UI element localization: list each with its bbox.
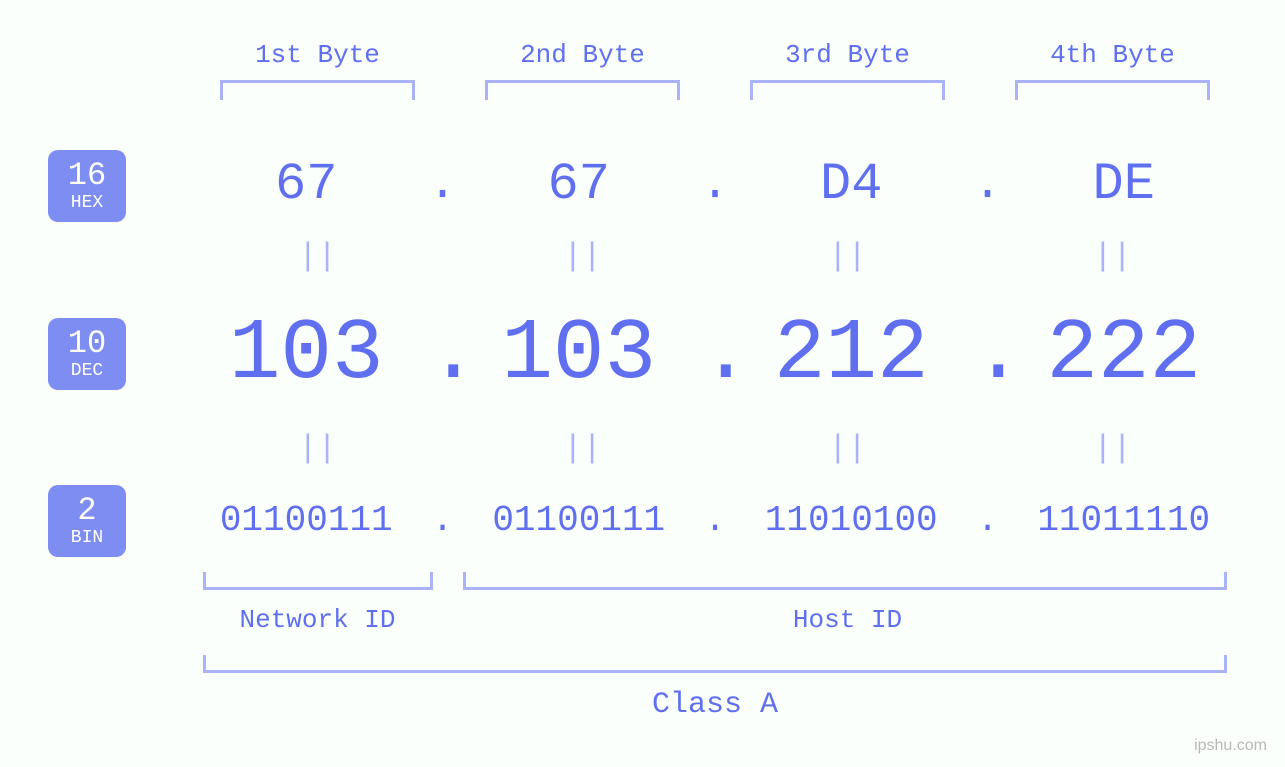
bin-badge: 2 BIN xyxy=(48,485,126,557)
hex-dot-3: . xyxy=(973,158,1003,212)
hex-badge-label: HEX xyxy=(71,194,103,212)
bin-dot-2: . xyxy=(700,500,730,541)
hex-value-1: 67 xyxy=(185,155,428,214)
ip-diagram-container: 1st Byte 2nd Byte 3rd Byte 4th Byte 16 H… xyxy=(0,0,1285,767)
dec-badge-label: DEC xyxy=(71,362,103,380)
equals-2-1: || xyxy=(185,430,450,467)
network-id-label: Network ID xyxy=(185,605,450,635)
network-bracket xyxy=(203,572,433,590)
hex-badge-number: 16 xyxy=(68,160,106,192)
hex-value-2: 67 xyxy=(458,155,701,214)
dec-value-3: 212 xyxy=(730,305,973,403)
bracket-byte-3 xyxy=(750,80,945,100)
equals-1-4: || xyxy=(980,238,1245,275)
equals-2-2: || xyxy=(450,430,715,467)
equals-1-1: || xyxy=(185,238,450,275)
dec-value-1: 103 xyxy=(185,305,428,403)
dec-dot-3: . xyxy=(973,305,1003,403)
bin-value-1: 01100111 xyxy=(185,500,428,541)
byte-header-1: 1st Byte xyxy=(185,40,450,70)
class-label: Class A xyxy=(185,688,1245,722)
bracket-byte-2 xyxy=(485,80,680,100)
bin-dot-3: . xyxy=(973,500,1003,541)
dec-row: 103 . 103 . 212 . 222 xyxy=(185,305,1245,403)
dec-dot-1: . xyxy=(428,305,458,403)
hex-value-4: DE xyxy=(1003,155,1246,214)
dec-value-4: 222 xyxy=(1003,305,1246,403)
bracket-byte-4 xyxy=(1015,80,1210,100)
equals-1-2: || xyxy=(450,238,715,275)
dec-value-2: 103 xyxy=(458,305,701,403)
host-bracket xyxy=(463,572,1227,590)
equals-row-1: || || || || xyxy=(185,238,1245,275)
id-brackets xyxy=(185,572,1245,590)
hex-dot-1: . xyxy=(428,158,458,212)
equals-row-2: || || || || xyxy=(185,430,1245,467)
byte-header-2: 2nd Byte xyxy=(450,40,715,70)
id-labels-row: Network ID Host ID xyxy=(185,605,1245,635)
dec-badge: 10 DEC xyxy=(48,318,126,390)
equals-2-4: || xyxy=(980,430,1245,467)
bin-badge-number: 2 xyxy=(77,495,96,527)
hex-dot-2: . xyxy=(700,158,730,212)
hex-row: 67 . 67 . D4 . DE xyxy=(185,155,1245,214)
bin-row: 01100111 . 01100111 . 11010100 . 1101111… xyxy=(185,500,1245,541)
bin-dot-1: . xyxy=(428,500,458,541)
hex-badge: 16 HEX xyxy=(48,150,126,222)
byte-headers-row: 1st Byte 2nd Byte 3rd Byte 4th Byte xyxy=(185,40,1245,70)
bin-badge-label: BIN xyxy=(71,529,103,547)
bracket-byte-1 xyxy=(220,80,415,100)
byte-header-4: 4th Byte xyxy=(980,40,1245,70)
host-id-label: Host ID xyxy=(450,605,1245,635)
equals-2-3: || xyxy=(715,430,980,467)
class-bracket xyxy=(203,655,1227,673)
equals-1-3: || xyxy=(715,238,980,275)
byte-header-3: 3rd Byte xyxy=(715,40,980,70)
bin-value-3: 11010100 xyxy=(730,500,973,541)
dec-dot-2: . xyxy=(700,305,730,403)
bin-value-2: 01100111 xyxy=(458,500,701,541)
bin-value-4: 11011110 xyxy=(1003,500,1246,541)
dec-badge-number: 10 xyxy=(68,328,106,360)
hex-value-3: D4 xyxy=(730,155,973,214)
watermark-text: ipshu.com xyxy=(1194,737,1267,755)
byte-brackets-top xyxy=(185,80,1245,100)
